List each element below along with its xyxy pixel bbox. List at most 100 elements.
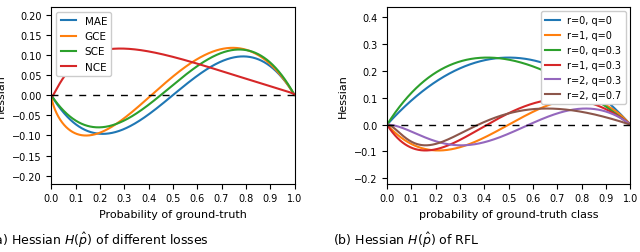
r=1, q=0 (502, 125, 509, 129)
r=0, q=0 (383, 123, 391, 127)
NCE (116, 48, 124, 51)
Line: r=0, q=0.3: r=0, q=0.3 (387, 58, 630, 125)
r=2, q=0.3 (575, 108, 582, 111)
X-axis label: probability of ground-truth class: probability of ground-truth class (419, 209, 598, 219)
r=1, q=0.3 (396, 139, 403, 142)
r=0, q=0 (620, 116, 627, 119)
MAE (239, 56, 246, 59)
r=0, q=0.3 (483, 57, 491, 60)
r=0, q=0 (505, 57, 513, 60)
MAE (166, 97, 173, 100)
MAE (291, 94, 298, 97)
r=1, q=0 (396, 135, 403, 138)
r=2, q=0.3 (582, 108, 589, 111)
GCE (82, 135, 90, 138)
r=2, q=0.3 (502, 134, 509, 137)
GCE (47, 96, 55, 99)
r=2, q=0.3 (383, 124, 391, 127)
r=2, q=0.7 (627, 124, 634, 127)
r=0, q=0 (575, 79, 582, 82)
GCE (284, 83, 291, 86)
SCE (47, 94, 55, 98)
NCE (48, 96, 56, 99)
r=1, q=0.3 (495, 117, 503, 120)
SCE (284, 82, 291, 85)
MAE (60, 112, 68, 115)
r=1, q=0.3 (627, 123, 634, 127)
MAE (159, 102, 167, 105)
r=2, q=0.7 (543, 108, 550, 111)
r=0, q=0.3 (383, 123, 391, 127)
Line: MAE: MAE (51, 57, 294, 134)
NCE (159, 54, 167, 57)
Line: r=1, q=0.3: r=1, q=0.3 (387, 100, 630, 151)
r=0, q=0.3 (620, 118, 627, 121)
MAE (284, 84, 291, 87)
Text: (a) Hessian $H(\hat{p})$ of different losses: (a) Hessian $H(\hat{p})$ of different lo… (0, 230, 209, 249)
r=1, q=0 (435, 149, 442, 152)
MAE (284, 84, 291, 87)
NCE (47, 95, 55, 98)
r=1, q=0.3 (422, 149, 429, 152)
r=0, q=0 (627, 123, 634, 127)
r=1, q=0.3 (502, 114, 509, 117)
GCE (284, 84, 291, 87)
GCE (166, 78, 173, 81)
r=1, q=0.3 (559, 98, 567, 101)
r=2, q=0.3 (620, 119, 627, 122)
SCE (166, 87, 173, 90)
r=0, q=0.3 (575, 88, 582, 91)
r=1, q=0.3 (575, 99, 582, 102)
r=0, q=0 (396, 111, 403, 114)
r=0, q=0.3 (396, 106, 403, 109)
r=2, q=0.3 (495, 136, 503, 139)
Line: r=1, q=0: r=1, q=0 (387, 100, 630, 151)
Line: r=2, q=0.7: r=2, q=0.7 (387, 109, 630, 146)
Legend: MAE, GCE, SCE, NCE: MAE, GCE, SCE, NCE (56, 13, 111, 76)
r=0, q=0.3 (627, 123, 634, 127)
Line: r=0, q=0: r=0, q=0 (387, 58, 630, 125)
r=1, q=0 (627, 123, 634, 127)
r=2, q=0.3 (458, 144, 465, 147)
NCE (239, 77, 247, 80)
NCE (166, 55, 173, 58)
SCE (291, 94, 298, 97)
r=0, q=0.3 (620, 118, 627, 121)
GCE (291, 94, 298, 97)
r=2, q=0.7 (383, 124, 391, 127)
SCE (95, 126, 102, 129)
r=2, q=0.7 (575, 110, 582, 113)
Line: NCE: NCE (51, 49, 294, 97)
NCE (60, 76, 68, 79)
NCE (291, 93, 298, 97)
X-axis label: Probability of ground-truth: Probability of ground-truth (99, 209, 247, 219)
GCE (229, 47, 237, 50)
Y-axis label: Hessian: Hessian (339, 74, 348, 118)
r=2, q=0.7 (422, 144, 429, 147)
r=2, q=0.7 (620, 121, 627, 124)
r=1, q=0.3 (383, 124, 391, 127)
r=2, q=0.7 (620, 121, 627, 124)
r=1, q=0 (383, 124, 391, 127)
MAE (99, 133, 106, 136)
Line: GCE: GCE (51, 49, 294, 136)
r=0, q=0 (502, 57, 509, 60)
GCE (60, 123, 68, 127)
MAE (239, 56, 247, 59)
r=1, q=0.3 (620, 119, 627, 122)
r=0, q=0.3 (495, 57, 503, 60)
NCE (284, 91, 291, 94)
Line: r=2, q=0.3: r=2, q=0.3 (387, 109, 630, 146)
SCE (236, 49, 243, 52)
r=2, q=0.3 (396, 126, 403, 129)
SCE (284, 83, 291, 86)
r=1, q=0 (620, 117, 627, 120)
r=1, q=0.3 (620, 118, 627, 121)
GCE (239, 48, 247, 51)
r=2, q=0.3 (627, 123, 634, 127)
r=2, q=0.7 (396, 132, 403, 135)
SCE (239, 49, 247, 52)
Text: (b) Hessian $H(\hat{p})$ of RFL: (b) Hessian $H(\hat{p})$ of RFL (333, 230, 480, 249)
Legend: r=0, q=0, r=1, q=0, r=0, q=0.3, r=1, q=0.3, r=2, q=0.3, r=2, q=0.7: r=0, q=0, r=1, q=0, r=0, q=0.3, r=1, q=0… (541, 12, 625, 104)
Line: SCE: SCE (51, 50, 294, 128)
